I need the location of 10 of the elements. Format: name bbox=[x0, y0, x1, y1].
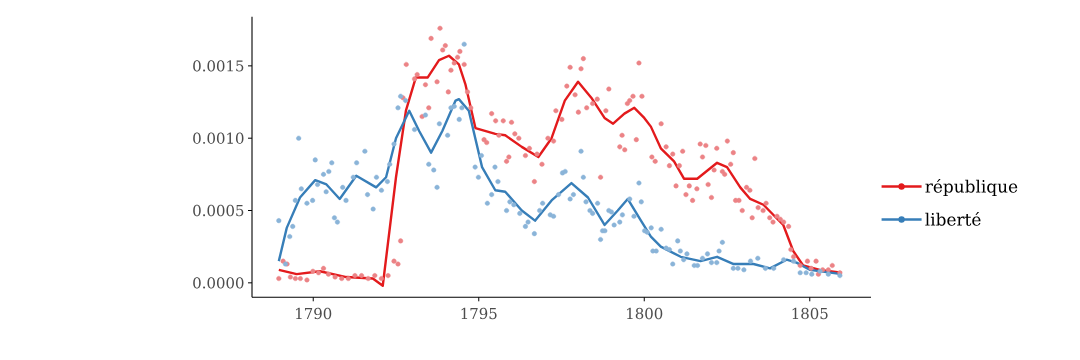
y-tick-label: 0.0015 bbox=[193, 60, 244, 72]
y-tick-label: 0.0005 bbox=[193, 204, 244, 217]
x-tick-label: 1790 bbox=[296, 307, 332, 320]
y-tick-label: 0.0000 bbox=[193, 277, 244, 289]
legend-label: république bbox=[925, 178, 1018, 197]
y-tick-label: 0.0010 bbox=[193, 132, 244, 144]
x-tick-label: 1800 bbox=[627, 307, 663, 320]
legend-label: liberté bbox=[925, 212, 981, 226]
x-tick-label: 1805 bbox=[792, 307, 828, 320]
x-tick-label: 1795 bbox=[461, 307, 497, 320]
